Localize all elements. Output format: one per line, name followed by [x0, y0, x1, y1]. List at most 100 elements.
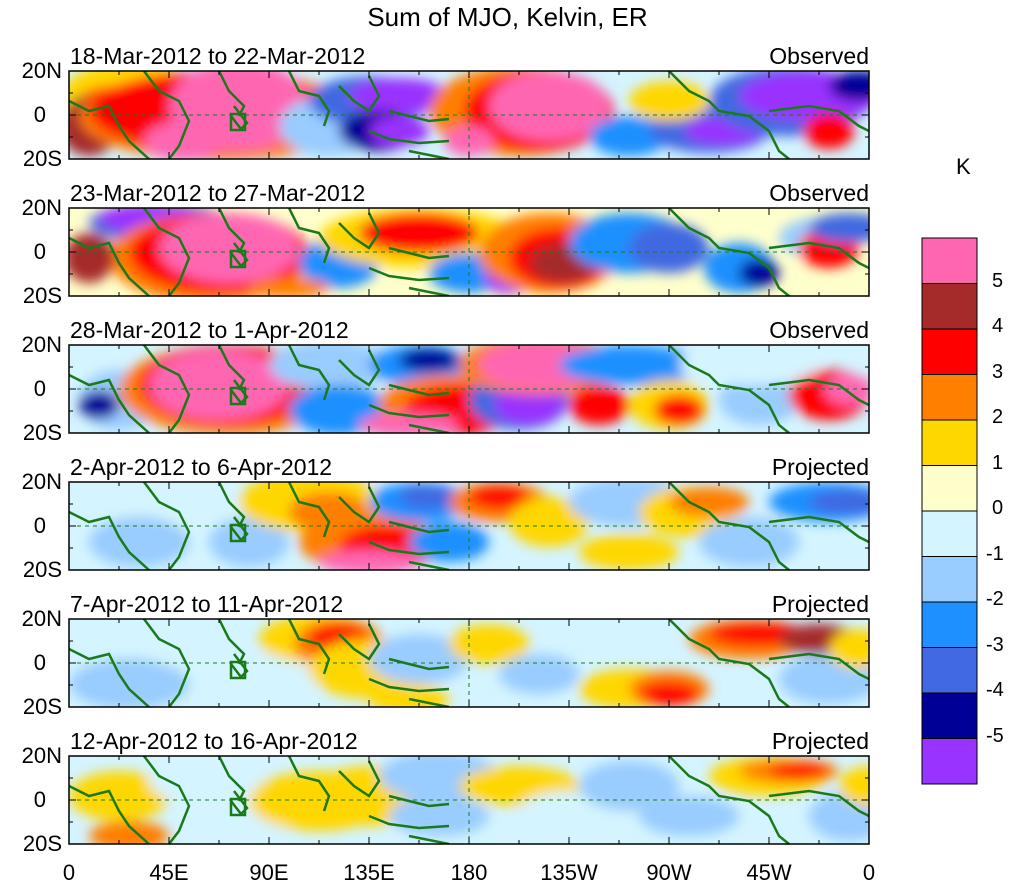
anomaly-blob: [654, 395, 704, 425]
anomaly-blob: [509, 497, 589, 547]
anomaly-blob: [399, 485, 459, 509]
latitude-label: 20N: [21, 58, 62, 83]
panel-period-title: 7-Apr-2012 to 11-Apr-2012: [70, 591, 344, 617]
colorbar-segment: [921, 556, 978, 603]
coastline: [69, 619, 869, 707]
colorbar-label: 3: [992, 360, 1004, 383]
colorbar-label: 1: [992, 451, 1004, 474]
colorbar-segment: [921, 601, 978, 648]
panel-period-title: 2-Apr-2012 to 6-Apr-2012: [70, 454, 333, 480]
map-panel-6: [68, 755, 870, 845]
panel-period-title: 12-Apr-2012 to 16-Apr-2012: [70, 728, 358, 754]
latitude-label: 0: [33, 650, 46, 675]
panel-status-tag: Projected: [771, 728, 869, 754]
anomaly-blob: [159, 487, 239, 527]
anomaly-blob: [569, 385, 629, 425]
anomaly-blob: [209, 517, 289, 567]
colorbar-segment: [921, 237, 978, 284]
map-panel-3: [68, 344, 870, 434]
anomaly-blob: [579, 534, 679, 570]
panel-status-tag: Observed: [769, 180, 869, 206]
colorbar-segment: [921, 692, 978, 739]
colorbar-label: 2: [992, 406, 1004, 428]
anomaly-blob: [559, 345, 699, 385]
latitude-label: 20N: [21, 195, 62, 220]
colorbar-label: -3: [986, 633, 1004, 656]
anomaly-blob: [809, 791, 869, 841]
anomaly-blob: [699, 517, 799, 567]
anomaly-blob: [469, 485, 529, 509]
anomaly-blob: [409, 522, 489, 562]
colorbar-unit-label: K: [956, 154, 971, 179]
anomaly-blob: [144, 121, 224, 159]
panel-status-tag: Projected: [771, 591, 869, 617]
region-box: [229, 797, 247, 817]
anomaly-blob: [149, 350, 289, 420]
region-box: [229, 112, 247, 132]
anomaly-blob: [494, 385, 564, 425]
anomaly-blob: [489, 71, 609, 141]
latitude-label: 20N: [21, 469, 62, 494]
longitude-label: 180: [450, 860, 488, 885]
anomaly-blob: [159, 213, 299, 283]
region-box: [229, 660, 247, 680]
panel-status-tag: Observed: [769, 43, 869, 69]
panel-period-title: 28-Mar-2012 to 1-Apr-2012: [70, 317, 349, 343]
anomaly-blob: [629, 223, 709, 273]
latitude-label: 0: [33, 239, 46, 264]
longitude-label: 45W: [746, 860, 792, 885]
colorbar-segment: [921, 283, 978, 330]
colorbar-segment: [921, 510, 978, 557]
colorbar: [921, 237, 978, 785]
colorbar-segment: [921, 738, 978, 785]
coastline: [69, 756, 869, 844]
anomaly-blob: [69, 659, 189, 707]
longitude-label: 90E: [249, 860, 289, 885]
latitude-label: 0: [33, 102, 46, 127]
anomaly-blob: [69, 771, 169, 821]
latitude-label: 20S: [22, 557, 62, 582]
map-panel-1: [68, 70, 870, 160]
colorbar-segment: [921, 465, 978, 512]
anomaly-blob: [679, 345, 819, 385]
colorbar-label: 0: [992, 497, 1004, 519]
anomaly-blob: [79, 391, 119, 419]
map-panel-4: [68, 481, 870, 571]
anomaly-blob: [359, 413, 459, 433]
coastline: [69, 345, 869, 433]
longitude-label: 135W: [540, 860, 598, 885]
anomaly-blob: [399, 348, 459, 372]
longitude-label: 45E: [149, 860, 189, 885]
anomaly-blob: [369, 116, 429, 146]
anomaly-blob: [829, 71, 869, 101]
anomaly-blob: [579, 761, 679, 811]
colorbar-label: 4: [992, 315, 1004, 337]
anomaly-blob: [809, 490, 869, 514]
panel-period-title: 23-Mar-2012 to 27-Mar-2012: [70, 180, 366, 206]
colorbar-label: -2: [986, 588, 1004, 610]
colorbar-segment: [921, 647, 978, 694]
longitude-label: 135E: [343, 860, 395, 885]
colorbar-label: -1: [986, 542, 1004, 565]
latitude-label: 0: [33, 787, 46, 812]
anomaly-blob: [359, 213, 479, 253]
panel-status-tag: Observed: [769, 317, 869, 343]
map-panel-2: [68, 207, 870, 297]
latitude-label: 20S: [22, 694, 62, 719]
anomaly-blob: [319, 550, 419, 570]
anomaly-blob: [589, 116, 669, 156]
anomaly-blob: [669, 487, 749, 517]
latitude-label: 20N: [21, 743, 62, 768]
latitude-label: 20S: [22, 283, 62, 308]
latitude-label: 20S: [22, 420, 62, 445]
longitude-label: 0: [862, 860, 876, 885]
coastline: [69, 208, 869, 296]
colorbar-segment: [921, 374, 978, 421]
region-box: [229, 249, 247, 269]
anomaly-blob: [444, 126, 494, 156]
colorbar-segment: [921, 328, 978, 375]
anomaly-blob: [149, 761, 229, 801]
anomaly-blob: [769, 763, 829, 779]
colorbar-label: 5: [992, 269, 1004, 292]
